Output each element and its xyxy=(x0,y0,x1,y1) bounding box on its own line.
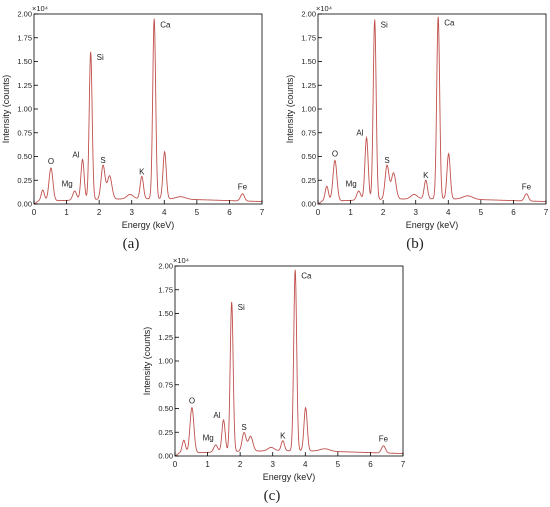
y-tick-label: 1.75 xyxy=(17,33,32,42)
peak-label-o: O xyxy=(48,157,54,166)
x-tick-label: 5 xyxy=(336,460,341,469)
peak-label-si: Si xyxy=(381,21,388,30)
x-tick-label: 3 xyxy=(129,208,134,217)
peak-label-s: S xyxy=(100,156,105,165)
y-tick-label: 1.25 xyxy=(158,333,173,342)
spectrum-panel-c: 0 1 2 3 4 5 6 7 0.00 0.25 0.50 0.75 1.00 1.25 1.50 1.75… xyxy=(142,256,406,504)
spectrum-line xyxy=(174,269,403,457)
peak-label-s: S xyxy=(241,423,246,432)
spectrum-line xyxy=(317,16,546,205)
y-tick-label: 0.25 xyxy=(17,176,32,185)
plot-frame xyxy=(174,265,404,457)
x-tick-label: 2 xyxy=(97,208,102,217)
panel-label: (b) xyxy=(406,236,424,252)
peak-label-k: K xyxy=(423,171,429,180)
x-tick-label: 0 xyxy=(316,208,321,217)
y-tick-label: 0.25 xyxy=(301,176,316,185)
x-axis-title: Energy (keV) xyxy=(122,220,175,230)
y-multiplier-label: ×10⁴ xyxy=(32,4,48,13)
y-multiplier-label: ×10⁴ xyxy=(316,4,332,13)
y-tick-label: 0.25 xyxy=(158,428,173,437)
y-tick-label: 0.75 xyxy=(158,380,173,389)
panel-label: (c) xyxy=(264,488,281,504)
spectrum-panel-a: 0 1 2 3 4 5 6 7 0.00 0.25 0.50 0.75 1.00 1.25 1.50 1.75… xyxy=(1,4,265,252)
peak-label-si: Si xyxy=(97,53,104,62)
peak-label-mg: Mg xyxy=(203,434,214,443)
y-tick-label: 2.00 xyxy=(301,10,316,19)
peak-label-o: O xyxy=(332,149,338,158)
x-tick-label: 6 xyxy=(227,208,232,217)
y-axis-title: Intensity (counts) xyxy=(142,327,152,396)
x-tick-label: 3 xyxy=(270,460,275,469)
peak-label-fe: Fe xyxy=(522,183,532,192)
peak-label-mg: Mg xyxy=(346,180,357,189)
panel-label: (a) xyxy=(123,236,140,252)
x-tick-label: 7 xyxy=(544,208,549,217)
y-tick-label: 2.00 xyxy=(17,10,32,19)
y-tick-label: 0.75 xyxy=(17,128,32,137)
peak-label-mg: Mg xyxy=(62,180,73,189)
y-tick-label: 1.00 xyxy=(158,357,173,366)
x-tick-label: 4 xyxy=(162,208,167,217)
x-tick-label: 5 xyxy=(479,208,484,217)
y-tick-label: 1.50 xyxy=(17,57,32,66)
peak-label-al: Al xyxy=(213,411,220,420)
y-axis-title: Intensity (counts) xyxy=(285,75,295,144)
peak-label-si: Si xyxy=(238,303,245,312)
peak-label-k: K xyxy=(280,432,286,441)
x-axis-title: Energy (keV) xyxy=(263,472,316,482)
y-tick-label: 0.00 xyxy=(158,452,173,461)
y-tick-label: 1.50 xyxy=(158,309,173,318)
x-tick-label: 6 xyxy=(511,208,516,217)
y-tick-label: 1.00 xyxy=(17,105,32,114)
y-tick-label: 1.25 xyxy=(301,81,316,90)
peak-label-ca: Ca xyxy=(160,21,171,30)
x-tick-label: 2 xyxy=(381,208,386,217)
y-tick-label: 1.25 xyxy=(17,81,32,90)
peak-label-k: K xyxy=(139,167,145,176)
peak-label-fe: Fe xyxy=(238,183,248,192)
peak-label-al: Al xyxy=(72,150,79,159)
x-axis-title: Energy (keV) xyxy=(406,220,459,230)
x-tick-label: 1 xyxy=(348,208,353,217)
x-tick-label: 3 xyxy=(413,208,418,217)
y-tick-label: 0.75 xyxy=(301,128,316,137)
y-tick-label: 1.50 xyxy=(301,57,316,66)
y-tick-label: 0.50 xyxy=(17,152,32,161)
peak-label-fe: Fe xyxy=(379,435,389,444)
x-tick-label: 4 xyxy=(446,208,451,217)
y-tick-label: 0.00 xyxy=(17,200,32,209)
x-tick-label: 7 xyxy=(401,460,406,469)
y-tick-label: 2.00 xyxy=(158,262,173,271)
peak-label-s: S xyxy=(384,156,389,165)
x-tick-label: 4 xyxy=(303,460,308,469)
x-tick-label: 5 xyxy=(195,208,200,217)
x-tick-label: 2 xyxy=(238,460,243,469)
y-tick-label: 1.00 xyxy=(301,105,316,114)
y-multiplier-label: ×10⁴ xyxy=(173,256,189,265)
y-tick-label: 1.75 xyxy=(158,285,173,294)
x-tick-label: 1 xyxy=(205,460,210,469)
plot-frame xyxy=(317,13,547,205)
spectrum-panel-b: 0 1 2 3 4 5 6 7 0.00 0.25 0.50 0.75 1.00 1.25 1.50 1.75… xyxy=(285,4,549,252)
x-tick-label: 0 xyxy=(173,460,178,469)
peak-label-o: O xyxy=(189,397,195,406)
peak-label-ca: Ca xyxy=(301,272,312,281)
peak-label-ca: Ca xyxy=(444,19,455,28)
x-tick-label: 1 xyxy=(64,208,69,217)
y-tick-label: 0.00 xyxy=(301,200,316,209)
spectrum-line xyxy=(33,18,262,205)
x-tick-label: 6 xyxy=(368,460,373,469)
plot-frame xyxy=(33,13,263,205)
y-tick-label: 1.75 xyxy=(301,33,316,42)
x-tick-label: 0 xyxy=(32,208,37,217)
y-tick-label: 0.50 xyxy=(158,404,173,413)
y-tick-label: 0.50 xyxy=(301,152,316,161)
x-tick-label: 7 xyxy=(260,208,265,217)
y-axis-title: Intensity (counts) xyxy=(1,75,11,144)
peak-label-al: Al xyxy=(356,128,363,137)
